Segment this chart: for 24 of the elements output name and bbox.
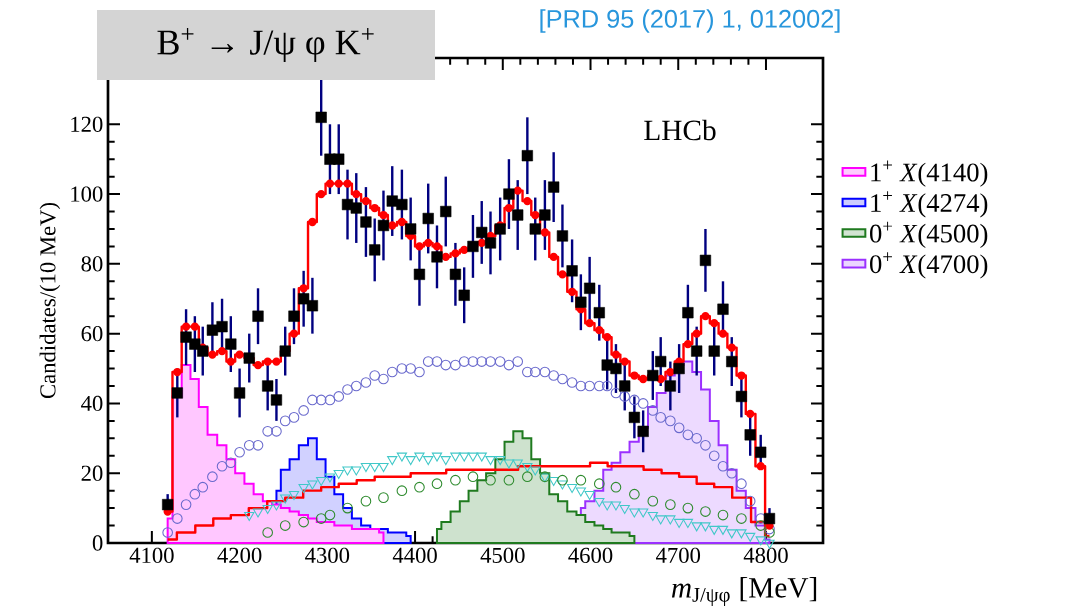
legend-label: 1$^{+}$ X(4274) [871,191,988,218]
y-tick-label: 120 [71,116,103,132]
y-tick-label: 0 [92,535,103,551]
y-tick-label: 20 [81,465,103,481]
y-tick-label: 80 [81,256,103,272]
legend-label: 1$^{+}$ X(4140) [871,160,988,187]
x-axis-title: m$_{J/ψφ}$ [MeV] [671,577,817,606]
annotation: LHCb [644,119,716,141]
legend-label: 0$^{+}$ X(4700) [870,252,988,279]
text: [PRD 95 (2017) 1, 012002] [540,9,840,33]
x-tick-label: 4500 [480,547,525,564]
y-tick-label: 40 [81,395,103,412]
chart-title: B$^{+}$ → J/ψ φ K$^{+}$ [157,28,374,62]
legend-label: 0$^{+}$ X(4500) [870,221,988,249]
x-tick-label: 4800 [743,547,788,564]
x-tick-label: 4300 [305,547,350,564]
x-tick-label: 4400 [392,547,437,564]
x-tick-label: 4100 [129,547,174,564]
x-tick-label: 4200 [217,547,262,564]
y-tick-label: 60 [81,326,103,342]
x-tick-label: 4700 [656,547,701,564]
x-tick-label: 4600 [568,547,613,564]
y-axis-title: Candidates/(10 MeV) [39,202,61,399]
y-tick-label: 100 [71,186,103,202]
